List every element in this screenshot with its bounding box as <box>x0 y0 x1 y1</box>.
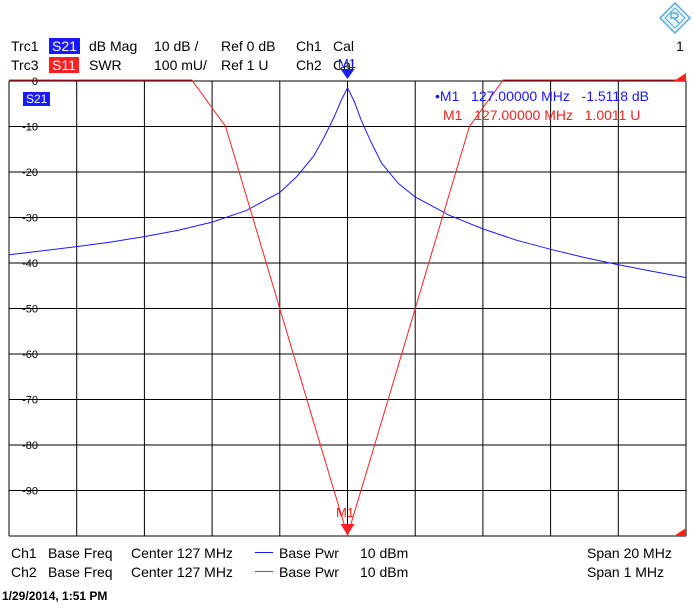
marker-freq: 127.00000 MHz <box>474 107 573 123</box>
trace1-name: Trc1 <box>11 38 39 54</box>
y-axis-ticks: 0 -10 -20 -30 -40 -50 -60 -70 -80 -90 <box>22 76 38 498</box>
marker1-triangle-red[interactable] <box>340 524 355 535</box>
marker-value: 1.0011 U <box>584 107 641 123</box>
footer-ch1-line-swatch <box>255 552 273 553</box>
footer-ch2-channel: Ch2 <box>11 564 37 580</box>
footer-ch1-pwr[interactable]: 10 dBm <box>360 545 409 561</box>
footer-ch2-pwr[interactable]: 10 dBm <box>360 564 409 580</box>
right-edge-indicator-bottom <box>674 528 686 536</box>
trace1-param-badge[interactable]: S21 <box>49 38 80 54</box>
footer-ch2-line-swatch <box>255 571 273 572</box>
trace1-header[interactable]: Trc1 <box>11 38 38 54</box>
grid <box>8 80 687 537</box>
trace1-s21-line <box>8 86 687 279</box>
footer-ch1-span[interactable]: Span 20 MHz <box>587 545 672 561</box>
footer-ch1-center[interactable]: Center 127 MHz <box>131 545 233 561</box>
rohde-schwarz-logo <box>659 2 691 34</box>
y-tick-label: 0 <box>32 76 38 88</box>
marker1-triangle-blue[interactable] <box>340 69 355 79</box>
timestamp: 1/29/2014, 1:51 PM <box>2 589 108 603</box>
footer-ch2-pwr-label: Base Pwr <box>279 564 339 580</box>
trace3-s11-line <box>9 79 686 538</box>
trace1-scale[interactable]: 10 dB / <box>154 38 199 54</box>
trace3-scale[interactable]: 100 mU/ <box>154 57 207 73</box>
y-tick-label: -10 <box>22 122 38 134</box>
footer-ch2-mode[interactable]: Base Freq <box>48 564 113 580</box>
trace1-cal: Cal <box>333 38 355 54</box>
y-tick-label: -50 <box>22 304 38 316</box>
marker-label: •M1 <box>435 88 460 104</box>
marker-symbols[interactable] <box>340 69 687 536</box>
marker-tag-top[interactable]: M1 <box>338 56 357 71</box>
y-tick-label: -30 <box>22 213 38 225</box>
trace1-channel: Ch1 <box>296 38 322 54</box>
window-number: 1 <box>676 38 684 54</box>
marker1-trace3-readout: M1 127.00000 MHz 1.0011 U <box>443 107 640 123</box>
footer-ch2-span[interactable]: Span 1 MHz <box>587 564 665 580</box>
footer-ch1-channel: Ch1 <box>11 545 37 561</box>
trace-tag[interactable]: S21 <box>23 92 51 106</box>
y-tick-label: -90 <box>22 486 38 498</box>
y-tick-label: -40 <box>22 258 38 270</box>
trace3-ref[interactable]: Ref 1 U <box>221 57 269 73</box>
chart-area[interactable]: 0 -10 -20 -30 -40 -50 -60 -70 -80 -90 <box>0 0 693 545</box>
y-tick-label: -70 <box>22 395 38 407</box>
trace1-format[interactable]: dB Mag <box>89 38 138 54</box>
y-tick-label: -80 <box>22 440 38 452</box>
marker-value: -1.5118 dB <box>581 88 650 104</box>
footer-ch1-mode[interactable]: Base Freq <box>48 545 113 561</box>
trace3-param-badge[interactable]: S11 <box>49 57 79 73</box>
trace1-ref[interactable]: Ref 0 dB <box>221 38 276 54</box>
y-tick-label: -20 <box>22 167 38 179</box>
trace3-format[interactable]: SWR <box>89 57 122 73</box>
trace3-name[interactable]: Trc3 <box>11 57 39 73</box>
marker-freq: 127.00000 MHz <box>471 88 570 104</box>
right-edge-indicator-top <box>674 73 686 81</box>
footer-ch2-center[interactable]: Center 127 MHz <box>131 564 233 580</box>
trace3-channel: Ch2 <box>296 57 322 73</box>
marker-label: M1 <box>443 107 463 123</box>
marker-tag-bottom[interactable]: M1 <box>336 505 355 520</box>
footer-ch1-pwr-label: Base Pwr <box>279 545 339 561</box>
y-tick-label: -60 <box>22 349 38 361</box>
marker1-trace1-readout: •M1 127.00000 MHz -1.5118 dB <box>435 88 649 104</box>
